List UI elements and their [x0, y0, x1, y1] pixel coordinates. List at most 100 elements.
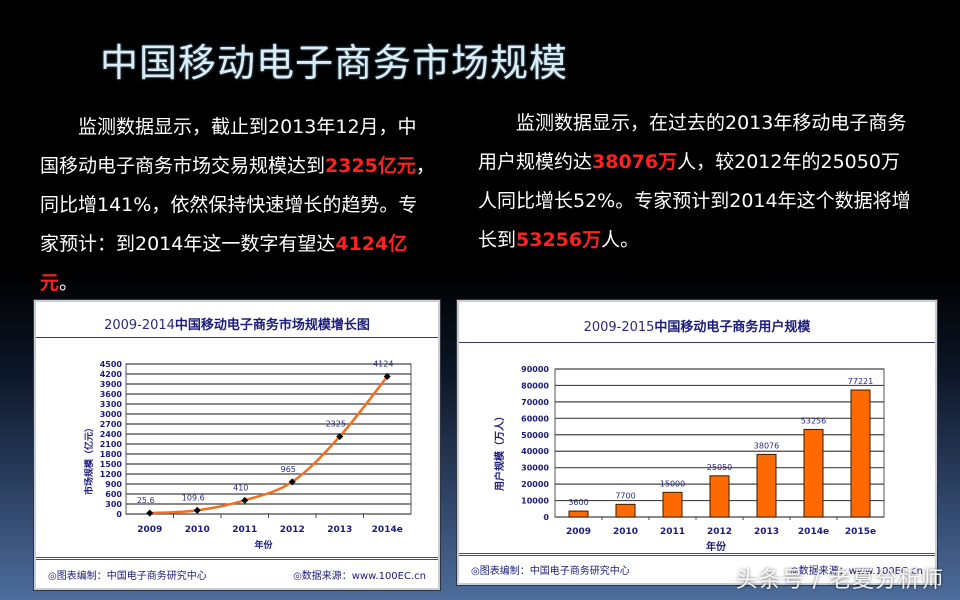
y-tick-label: 2700: [100, 420, 123, 429]
x-axis-title: 年份: [254, 539, 273, 551]
y-tick-label: 300: [105, 500, 122, 509]
chart-footer: ◎图表编制：中国电子商务研究中心 ◎数据来源：www.100EC.cn: [459, 562, 935, 577]
data-label: 965: [281, 465, 296, 474]
footer-divider: [36, 557, 438, 560]
y-tick-label: 4500: [100, 360, 123, 369]
data-point-marker: [336, 433, 344, 440]
y-tick-label: 80000: [521, 381, 549, 390]
bar-chart-plot: 0 10000 20000 30000 40000 50000 60000 70000 8000…: [493, 365, 885, 553]
y-tick-label: 30000: [521, 464, 549, 473]
y-tick-label: 40000: [521, 447, 549, 456]
right-paragraph: 监测数据显示，在过去的2013年移动电子商务用户规模约达38076万人，较201…: [478, 104, 918, 260]
y-tick-label: 0: [543, 513, 549, 522]
chart-title: 2009-2014中国移动电子商务市场规模增长图: [36, 314, 438, 333]
x-tick-label: 2015e: [845, 527, 876, 537]
y-tick-label: 60000: [521, 414, 549, 423]
chart-credit: ◎图表编制：中国电子商务研究中心: [471, 566, 630, 577]
market-size-chart: 2009-2014中国移动电子商务市场规模增长图 0 300 600 900 1200 1…: [33, 299, 441, 591]
title-divider: [459, 342, 935, 343]
y-tick-label: 2100: [100, 440, 123, 449]
data-label: 410: [233, 483, 248, 492]
paragraph-text: 监测数据显示，在过去的2013年移动电子商务用户规模约达: [478, 112, 907, 173]
plot-area: [125, 363, 412, 515]
x-tick-label: 2009: [137, 525, 162, 535]
highlight-value: 4124亿元: [40, 233, 408, 294]
data-label: 15000: [660, 479, 685, 488]
x-tick-label: 2012: [280, 525, 305, 535]
x-tick-label: 2011: [660, 527, 685, 537]
bar: [803, 428, 824, 518]
bar: [850, 389, 871, 518]
x-tick-label: 2010: [613, 527, 638, 537]
x-tick-label: 2012: [707, 527, 732, 537]
paragraph-text: 监测数据显示，截止到2013年12月，中国移动电子商务市场交易规模达到: [40, 116, 417, 177]
x-tick-label: 2014e: [372, 525, 403, 535]
highlight-value: 53256万: [516, 229, 602, 251]
data-label: 25050: [707, 463, 732, 472]
chart-title-years: 2009-2015: [583, 320, 655, 335]
y-tick-label: 1800: [100, 450, 123, 459]
title-divider: [36, 337, 438, 338]
footer-divider: [459, 553, 935, 556]
data-point-marker: [193, 506, 201, 514]
y-tick-label: 4200: [100, 370, 123, 379]
paragraph-text: 。: [59, 272, 79, 294]
highlight-value: 2325亿元: [325, 155, 416, 177]
paragraph-text: 人，较2012年的25050万人同比增长52%。专家预计到2014年这个数据将增…: [478, 151, 911, 251]
y-tick-label: 3900: [100, 380, 123, 389]
y-tick-label: 0: [116, 510, 122, 519]
bar: [662, 491, 683, 518]
y-tick-label: 90000: [521, 365, 549, 374]
bar: [568, 510, 589, 518]
chart-footer: ◎图表编制：中国电子商务研究中心 ◎数据来源：www.100EC.cn: [36, 567, 438, 582]
y-tick-label: 50000: [521, 431, 549, 440]
y-tick-label: 2400: [100, 430, 123, 439]
data-label: 3600: [568, 498, 588, 507]
x-tick-label: 2014e: [798, 527, 829, 537]
chart-title: 2009-2015中国移动电子商务用户规模: [459, 316, 935, 335]
chart-title-years: 2009-2014: [104, 318, 175, 333]
y-tick-label: 600: [105, 490, 122, 499]
chart-source: ◎数据来源：www.100EC.cn: [293, 571, 426, 582]
y-axis-title: 市场规模（亿元）: [83, 423, 95, 495]
chart-source: ◎数据来源：www.100EC.cn: [790, 566, 923, 577]
data-label: 7700: [615, 491, 635, 500]
x-tick-label: 2011: [232, 525, 257, 535]
data-label: 77221: [848, 377, 873, 386]
left-paragraph: 监测数据显示，截止到2013年12月，中国移动电子商务市场交易规模达到2325亿…: [40, 108, 435, 303]
y-tick-label: 3600: [100, 390, 123, 399]
data-label: 25.6: [137, 496, 155, 505]
y-tick-label: 10000: [521, 497, 549, 506]
line-chart-plot: 0300600900120015001800210024002700300033…: [83, 360, 412, 551]
paragraph-text: 人。: [601, 229, 640, 251]
y-tick-label: 900: [105, 480, 122, 489]
data-point-marker: [288, 478, 296, 486]
y-tick-label: 70000: [521, 398, 549, 407]
data-point-marker: [146, 509, 154, 517]
paragraph-text: ，同比增141%，依然保持快速增长的趋势。专家预计：到2014年这一数字有望达: [40, 155, 435, 255]
data-label: 4124: [373, 360, 393, 369]
chart-title-text: 中国移动电子商务用户规模: [654, 320, 811, 335]
x-tick-label: 2009: [566, 527, 591, 537]
x-axis-title: 年份: [706, 540, 727, 553]
y-axis-title: 用户规模（万人）: [493, 411, 506, 492]
data-label: 2325: [326, 420, 346, 429]
bar: [709, 475, 730, 518]
y-tick-label: 3300: [100, 400, 123, 409]
x-tick-label: 2013: [327, 525, 352, 535]
user-scale-chart: 2009-2015中国移动电子商务用户规模 0 10000 20000 30000 40…: [456, 299, 938, 586]
x-tick-label: 2013: [754, 527, 779, 537]
y-tick-label: 3000: [100, 410, 123, 419]
watermark: 头条号 / 老夏分析师: [735, 568, 944, 593]
data-point-marker: [241, 496, 249, 504]
chart-title-text: 中国移动电子商务市场规模增长图: [174, 318, 370, 333]
x-tick-label: 2010: [185, 525, 210, 535]
chart-credit: ◎图表编制：中国电子商务研究中心: [48, 571, 207, 582]
slide-title: 中国移动电子商务市场规模: [100, 41, 569, 85]
data-label: 38076: [754, 441, 779, 450]
y-tick-label: 1500: [100, 460, 123, 469]
highlight-value: 38076万: [592, 151, 678, 173]
bar: [756, 453, 777, 518]
y-tick-label: 1200: [100, 470, 123, 479]
data-label: 109.6: [182, 493, 205, 502]
